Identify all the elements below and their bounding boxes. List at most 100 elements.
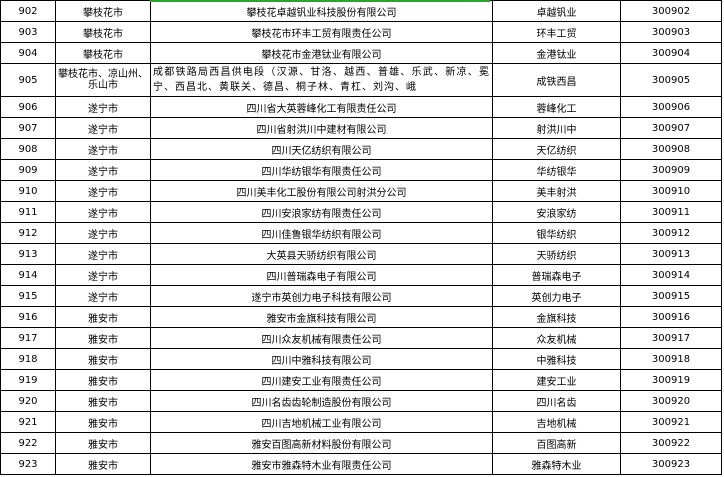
- city-cell: 遂宁市: [55, 285, 151, 307]
- row-number-cell: 912: [0, 222, 56, 244]
- row-number-cell: 906: [0, 96, 56, 118]
- city-cell: 雅安市: [55, 432, 151, 454]
- city-cell: 遂宁市: [55, 159, 151, 181]
- short-name-cell: 蓉峰化工: [492, 96, 621, 118]
- company-name-cell: 四川省大英蓉峰化工有限责任公司: [150, 96, 493, 118]
- table-row: 921 雅安市 四川吉地机械工业有限公司 吉地机械 300921: [0, 411, 722, 433]
- table-row: 922 雅安市 雅安百图高新材料股份有限公司 百图高新 300922: [0, 432, 722, 454]
- company-name-cell: 四川省射洪川中建材有限公司: [150, 117, 493, 139]
- code-cell: 300921: [620, 411, 722, 433]
- row-number-cell: 904: [0, 42, 56, 64]
- short-name-cell: 四川名齿: [492, 390, 621, 412]
- city-cell: 雅安市: [55, 348, 151, 370]
- code-cell: 300920: [620, 390, 722, 412]
- code-cell: 300902: [620, 0, 722, 22]
- company-name-cell: 雅安市雅森特木业有限责任公司: [150, 453, 493, 475]
- city-cell: 遂宁市: [55, 117, 151, 139]
- code-cell: 300917: [620, 327, 722, 349]
- row-number-cell: 915: [0, 285, 56, 307]
- company-name-cell: 雅安百图高新材料股份有限公司: [150, 432, 493, 454]
- short-name-cell: 卓越钒业: [492, 0, 621, 22]
- code-cell: 300923: [620, 453, 722, 475]
- city-cell: 雅安市: [55, 390, 151, 412]
- short-name-cell: 金旗科技: [492, 306, 621, 328]
- company-name-cell: 四川建安工业有限责任公司: [150, 369, 493, 391]
- code-cell: 300907: [620, 117, 722, 139]
- city-cell: 攀枝花市: [55, 0, 151, 22]
- table-row: 907 遂宁市 四川省射洪川中建材有限公司 射洪川中 300907: [0, 117, 722, 139]
- city-cell: 遂宁市: [55, 243, 151, 265]
- code-cell: 300904: [620, 42, 722, 64]
- company-name-cell: 四川美丰化工股份有限公司射洪分公司: [150, 180, 493, 202]
- short-name-cell: 射洪川中: [492, 117, 621, 139]
- row-number-cell: 918: [0, 348, 56, 370]
- row-number-cell: 911: [0, 201, 56, 223]
- table-row: 902 攀枝花市 攀枝花卓越钒业科技股份有限公司 卓越钒业 300902: [0, 0, 722, 22]
- short-name-cell: 银华纺织: [492, 222, 621, 244]
- company-name-cell: 大英县天骄纺织有限公司: [150, 243, 493, 265]
- table-row: 903 攀枝花市 攀枝花市环丰工贸有限责任公司 环丰工贸 300903: [0, 21, 722, 43]
- table-row: 908 遂宁市 四川天亿纺织有限公司 天亿纺织 300908: [0, 138, 722, 160]
- city-cell: 遂宁市: [55, 138, 151, 160]
- table-row: 913 遂宁市 大英县天骄纺织有限公司 天骄纺织 300913: [0, 243, 722, 265]
- code-cell: 300912: [620, 222, 722, 244]
- table-row: 916 雅安市 雅安市金旗科技有限公司 金旗科技 300916: [0, 306, 722, 328]
- row-number-cell: 919: [0, 369, 56, 391]
- code-cell: 300916: [620, 306, 722, 328]
- table-row: 909 遂宁市 四川华纺银华有限责任公司 华纺银华 300909: [0, 159, 722, 181]
- row-number-cell: 922: [0, 432, 56, 454]
- company-name-cell: 攀枝花市金港钛业有限公司: [150, 42, 493, 64]
- row-number-cell: 905: [0, 63, 56, 97]
- short-name-cell: 建安工业: [492, 369, 621, 391]
- company-name-cell: 攀枝花卓越钒业科技股份有限公司: [150, 0, 493, 22]
- row-number-cell: 910: [0, 180, 56, 202]
- table-row: 915 遂宁市 遂宁市英创力电子科技有限公司 英创力电子 300915: [0, 285, 722, 307]
- row-number-cell: 917: [0, 327, 56, 349]
- city-cell: 遂宁市: [55, 264, 151, 286]
- row-number-cell: 908: [0, 138, 56, 160]
- short-name-cell: 华纺银华: [492, 159, 621, 181]
- row-number-cell: 909: [0, 159, 56, 181]
- short-name-cell: 成铁西昌: [492, 63, 621, 97]
- code-cell: 300903: [620, 21, 722, 43]
- table-row: 906 遂宁市 四川省大英蓉峰化工有限责任公司 蓉峰化工 300906: [0, 96, 722, 118]
- short-name-cell: 美丰射洪: [492, 180, 621, 202]
- company-name-cell: 四川安浪家纺有限责任公司: [150, 201, 493, 223]
- code-cell: 300919: [620, 369, 722, 391]
- city-cell: 雅安市: [55, 369, 151, 391]
- company-name-cell: 四川天亿纺织有限公司: [150, 138, 493, 160]
- city-cell: 攀枝花市: [55, 21, 151, 43]
- city-cell: 遂宁市: [55, 201, 151, 223]
- short-name-cell: 天亿纺织: [492, 138, 621, 160]
- code-cell: 300910: [620, 180, 722, 202]
- table-row: 912 遂宁市 四川佳鲁银华纺织有限公司 银华纺织 300912: [0, 222, 722, 244]
- row-number-cell: 914: [0, 264, 56, 286]
- row-number-cell: 913: [0, 243, 56, 265]
- company-name-cell: 四川名齿齿轮制造股份有限公司: [150, 390, 493, 412]
- company-name-cell: 攀枝花市环丰工贸有限责任公司: [150, 21, 493, 43]
- code-cell: 300922: [620, 432, 722, 454]
- city-cell: 雅安市: [55, 453, 151, 475]
- code-cell: 300915: [620, 285, 722, 307]
- city-cell: 雅安市: [55, 306, 151, 328]
- table-row: 904 攀枝花市 攀枝花市金港钛业有限公司 金港钛业 300904: [0, 42, 722, 64]
- row-number-cell: 902: [0, 0, 56, 22]
- company-name-cell: 四川华纺银华有限责任公司: [150, 159, 493, 181]
- city-cell: 雅安市: [55, 327, 151, 349]
- table-row: 910 遂宁市 四川美丰化工股份有限公司射洪分公司 美丰射洪 300910: [0, 180, 722, 202]
- code-cell: 300905: [620, 63, 722, 97]
- selection-edge: [150, 0, 490, 2]
- short-name-cell: 雅森特木业: [492, 453, 621, 475]
- company-name-cell: 四川中雅科技有限公司: [150, 348, 493, 370]
- short-name-cell: 众友机械: [492, 327, 621, 349]
- row-number-cell: 903: [0, 21, 56, 43]
- short-name-cell: 环丰工贸: [492, 21, 621, 43]
- company-name-cell: 四川佳鲁银华纺织有限公司: [150, 222, 493, 244]
- code-cell: 300909: [620, 159, 722, 181]
- code-cell: 300913: [620, 243, 722, 265]
- short-name-cell: 金港钛业: [492, 42, 621, 64]
- city-cell: 遂宁市: [55, 96, 151, 118]
